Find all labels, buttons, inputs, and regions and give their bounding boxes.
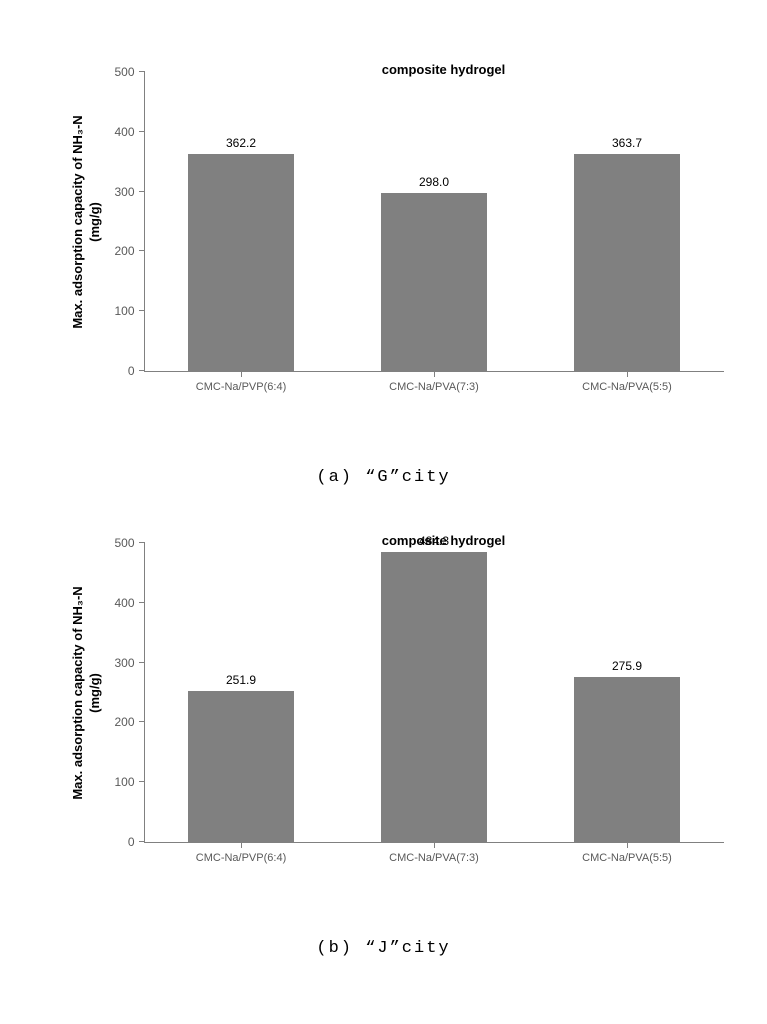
bar-value-label: 363.7 xyxy=(612,136,642,150)
y-tick-label: 100 xyxy=(114,304,144,318)
bar-rect xyxy=(574,677,680,842)
y-tick-label: 0 xyxy=(128,835,145,849)
y-axis-label-line2: (mg/g) xyxy=(87,586,104,799)
chart-area: Max. adsorption capacity of NH₃-N(mg/g)0… xyxy=(104,533,744,903)
x-tick-label: CMC-Na/PVA(7:3) xyxy=(389,371,479,393)
bars-container: 362.2CMC-Na/PVP(6:4)298.0CMC-Na/PVA(7:3)… xyxy=(145,72,724,371)
y-tick-label: 300 xyxy=(114,185,144,199)
y-axis-label-line2: (mg/g) xyxy=(87,115,104,328)
x-tick-label: CMC-Na/PVA(5:5) xyxy=(582,371,672,393)
bar: 362.2 xyxy=(188,154,294,371)
bar-column: 484.3CMC-Na/PVA(7:3) xyxy=(338,543,531,842)
bar-value-label: 362.2 xyxy=(226,136,256,150)
chart-1: Max. adsorption capacity of NH₃-N(mg/g) 0… xyxy=(24,533,744,958)
bar-rect xyxy=(381,193,487,371)
chart-0: Max. adsorption capacity of NH₃-N(mg/g) 0… xyxy=(24,62,744,487)
y-axis-label-line1: Max. adsorption capacity of NH₃-N xyxy=(70,115,87,328)
bar: 298.0 xyxy=(381,193,487,371)
chart-caption: (a) “G”city xyxy=(24,468,744,487)
bar-rect xyxy=(381,552,487,842)
bar-rect xyxy=(188,154,294,371)
bars-container: 251.9CMC-Na/PVP(6:4)484.3CMC-Na/PVA(7:3)… xyxy=(145,543,724,842)
x-tick-label: CMC-Na/PVP(6:4) xyxy=(196,842,286,864)
bar-column: 298.0CMC-Na/PVA(7:3) xyxy=(338,72,531,371)
x-tick-label: CMC-Na/PVA(5:5) xyxy=(582,842,672,864)
bar-value-label: 251.9 xyxy=(226,673,256,687)
x-tick-label: CMC-Na/PVA(7:3) xyxy=(389,842,479,864)
plot-region: Max. adsorption capacity of NH₃-N(mg/g)0… xyxy=(144,543,724,843)
y-tick-label: 200 xyxy=(114,244,144,258)
chart-area: Max. adsorption capacity of NH₃-N(mg/g)0… xyxy=(104,62,744,432)
y-tick-label: 300 xyxy=(114,656,144,670)
bar: 484.3 xyxy=(381,552,487,842)
y-tick-label: 500 xyxy=(114,65,144,79)
y-tick-label: 400 xyxy=(114,596,144,610)
bar-value-label: 275.9 xyxy=(612,659,642,673)
bar: 275.9 xyxy=(574,677,680,842)
bar-column: 363.7CMC-Na/PVA(5:5) xyxy=(531,72,724,371)
y-tick-label: 200 xyxy=(114,715,144,729)
bar-value-label: 484.3 xyxy=(419,534,449,548)
bar-rect xyxy=(574,154,680,371)
bar-column: 275.9CMC-Na/PVA(5:5) xyxy=(531,543,724,842)
bar: 251.9 xyxy=(188,691,294,842)
plot-region: Max. adsorption capacity of NH₃-N(mg/g)0… xyxy=(144,72,724,372)
chart-caption: (b) “J”city xyxy=(24,939,744,958)
y-axis-label-line1: Max. adsorption capacity of NH₃-N xyxy=(70,586,87,799)
y-axis-label: Max. adsorption capacity of NH₃-N(mg/g) xyxy=(70,586,104,799)
y-tick-label: 500 xyxy=(114,536,144,550)
y-axis-label: Max. adsorption capacity of NH₃-N(mg/g) xyxy=(70,115,104,328)
y-tick-label: 100 xyxy=(114,775,144,789)
bar-rect xyxy=(188,691,294,842)
bar-value-label: 298.0 xyxy=(419,175,449,189)
x-tick-label: CMC-Na/PVP(6:4) xyxy=(196,371,286,393)
bar-column: 362.2CMC-Na/PVP(6:4) xyxy=(145,72,338,371)
bar-column: 251.9CMC-Na/PVP(6:4) xyxy=(145,543,338,842)
y-tick-label: 400 xyxy=(114,125,144,139)
y-tick-label: 0 xyxy=(128,364,145,378)
bar: 363.7 xyxy=(574,154,680,371)
